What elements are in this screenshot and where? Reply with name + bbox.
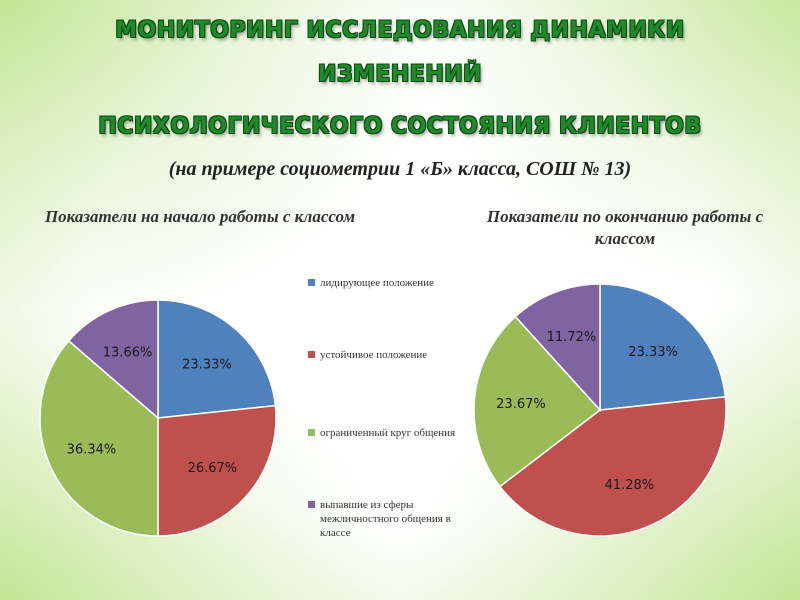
right-pie-label-3: 23.67% <box>496 397 546 412</box>
legend-swatch-3 <box>308 429 315 436</box>
legend-swatch-1 <box>308 279 315 286</box>
right-pie-slice-2 <box>498 395 727 537</box>
left-pie-label-1: 23.33% <box>182 358 232 373</box>
left-pie-label-2: 26.67% <box>188 461 238 476</box>
left-pie-slice-3 <box>39 339 159 537</box>
left-pie-label-4: 13.66% <box>103 345 153 360</box>
right-pie-slice-3 <box>473 315 602 488</box>
right-chart-title: Показатели по окончанию работы с классом <box>486 207 764 248</box>
right-pie-label-2: 41.28% <box>605 478 655 493</box>
left-pie-slice-1 <box>157 299 277 419</box>
left-pie-label-3: 36.34% <box>67 442 117 457</box>
right-pie-slice-4 <box>514 283 601 412</box>
legend-swatch-2 <box>308 351 315 358</box>
left-pie-slice-2 <box>157 404 277 537</box>
legend-label-4: выпавшие из сферы межличностного общения… <box>320 499 451 539</box>
left-pie-slice-4 <box>67 299 159 420</box>
legend-label-1: лидирующее положение <box>320 277 434 289</box>
legend-label-2: устойчивое положение <box>320 349 428 361</box>
right-pie-label-4: 11.72% <box>547 330 597 345</box>
left-chart-title: Показатели на начало работы с классом <box>44 207 356 226</box>
title-line-2: ИЗМЕНЕНИЙ <box>317 62 483 87</box>
legend-label-3: ограниченный круг общения <box>320 427 456 439</box>
subtitle: (на примере социометрии 1 «Б» класса, СО… <box>168 158 632 180</box>
title-line-1: МОНИТОРИНГ ИССЛЕДОВАНИЯ ДИНАМИКИ <box>115 18 685 43</box>
right-pie-slice-1 <box>599 283 727 411</box>
title-line-3: ПСИХОЛОГИЧЕСКОГО СОСТОЯНИЯ КЛИЕНТОВ <box>98 114 702 139</box>
right-pie-label-1: 23.33% <box>628 345 678 360</box>
legend-swatch-4 <box>308 501 315 508</box>
